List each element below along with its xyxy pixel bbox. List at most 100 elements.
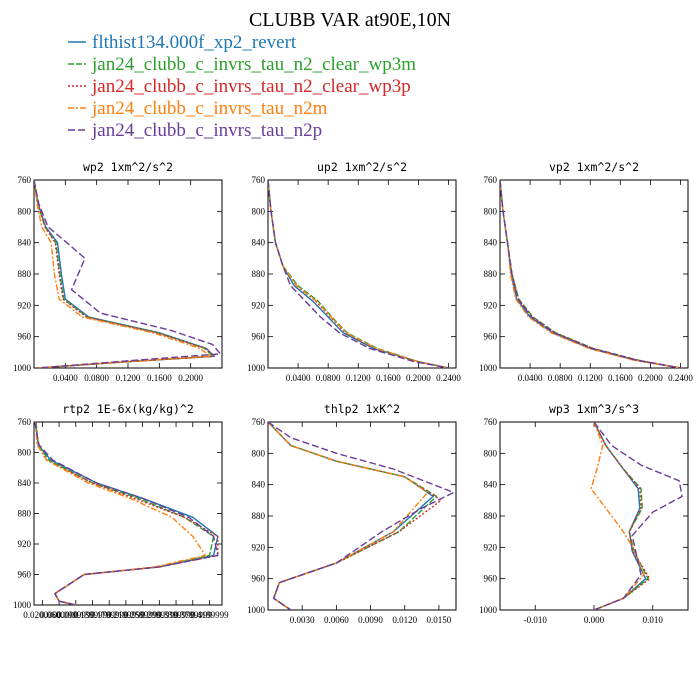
- x-tick-label: 0.0200000: [23, 610, 62, 620]
- panel-title: vp2 1xm^2/s^2: [549, 160, 639, 174]
- series-line: [500, 180, 681, 368]
- x-tick-label: 0.1600: [376, 373, 401, 383]
- series-line: [268, 422, 429, 610]
- y-tick-label: 760: [252, 175, 266, 185]
- y-tick-label: 840: [18, 238, 32, 248]
- x-tick-label: 0.000: [584, 615, 605, 625]
- series-line: [500, 180, 681, 368]
- legend-label: jan24_clubb_c_invrs_tau_n2p: [91, 120, 322, 141]
- chart-panel: rtp2 1E-6x(kg/kg)^2 760 800 840 880 920 960 100…: [13, 402, 229, 620]
- y-tick-label: 800: [252, 206, 266, 216]
- legend-label: jan24_clubb_c_invrs_tau_n2_clear_wp3m: [91, 54, 416, 75]
- x-tick-label: 0.2400: [668, 373, 693, 383]
- legend-entry: jan24_clubb_c_invrs_tau_n2m: [68, 98, 328, 119]
- y-tick-label: 760: [252, 417, 266, 427]
- y-tick-label: 840: [252, 238, 266, 248]
- series-group: [34, 422, 219, 605]
- legend-label: flthist134.000f_xp2_revert: [92, 32, 297, 53]
- x-tick-label: 0.0800: [316, 373, 341, 383]
- series-line: [34, 422, 219, 605]
- x-tick-label: 0.0090: [358, 615, 383, 625]
- series-group: [34, 180, 222, 368]
- series-group: [268, 422, 455, 610]
- legend-entry: jan24_clubb_c_invrs_tau_n2_clear_wp3m: [68, 54, 416, 75]
- y-tick-label: 960: [18, 570, 32, 580]
- series-group: [268, 180, 449, 368]
- x-tick-label: 0.1200: [116, 373, 141, 383]
- series-line: [35, 422, 219, 605]
- y-tick-label: 960: [484, 574, 498, 584]
- y-tick-label: 960: [484, 332, 498, 342]
- chart-panel: up2 1xm^2/s^2 760 800 840 880 920 960 1000 0.040…: [247, 160, 461, 383]
- series-line: [34, 422, 219, 605]
- panel-title: wp2 1xm^2/s^2: [83, 160, 173, 174]
- chart-panel: wp3 1xm^3/s^3 760 800 840 880 920 960 1000 -0.01…: [479, 402, 689, 625]
- y-tick-label: 920: [484, 542, 498, 552]
- legend-entry: jan24_clubb_c_invrs_tau_n2p: [68, 120, 322, 141]
- y-tick-label: 1000: [13, 600, 32, 610]
- y-tick-label: 960: [252, 332, 266, 342]
- y-tick-label: 760: [484, 417, 498, 427]
- x-tick-label: 0.0060: [324, 615, 349, 625]
- plot-frame: [499, 179, 689, 369]
- y-tick-label: 840: [18, 478, 32, 488]
- series-line: [268, 180, 449, 368]
- x-tick-label: 0.0999999: [57, 610, 96, 620]
- series-line: [34, 180, 212, 368]
- x-tick-label: 0.0600000: [40, 610, 79, 620]
- legend: flthist134.000f_xp2_revertjan24_clubb_c_…: [68, 32, 416, 141]
- y-tick-label: 760: [18, 417, 32, 427]
- y-tick-label: 880: [484, 511, 498, 521]
- x-tick-label: 0.1200: [346, 373, 371, 383]
- x-tick-label: 0.1799999: [90, 610, 129, 620]
- y-tick-label: 920: [252, 300, 266, 310]
- series-line: [35, 422, 215, 605]
- series-line: [593, 422, 683, 610]
- legend-label: jan24_clubb_c_invrs_tau_n2_clear_wp3p: [91, 76, 411, 97]
- series-line: [268, 180, 449, 368]
- series-group: [500, 180, 681, 368]
- x-tick-label: 0.2000: [178, 373, 203, 383]
- chart-panel: thlp2 1xK^2 760 800 840 880 920 960 1000 0.0030 0…: [247, 402, 457, 625]
- series-line: [34, 180, 215, 368]
- x-tick-label: 0.1200: [578, 373, 603, 383]
- x-tick-label: 0.2999999: [140, 610, 179, 620]
- y-tick-label: 880: [252, 511, 266, 521]
- x-tick-label: 0.0800: [84, 373, 109, 383]
- series-line: [34, 180, 222, 368]
- plot-frame: [499, 421, 689, 611]
- y-tick-label: 800: [484, 448, 498, 458]
- chart-panel: vp2 1xm^2/s^2 760 800 840 880 920 960 1000 0.040…: [479, 160, 693, 383]
- y-tick-label: 840: [484, 480, 498, 490]
- x-tick-label: 0.2400: [436, 373, 461, 383]
- x-tick-label: 0.0400: [53, 373, 78, 383]
- panel-title: wp3 1xm^3/s^3: [549, 402, 639, 416]
- y-tick-label: 920: [484, 300, 498, 310]
- panel-title: rtp2 1E-6x(kg/kg)^2: [62, 402, 194, 416]
- panel-title: thlp2 1xK^2: [324, 402, 400, 416]
- plot-frame: [33, 179, 223, 369]
- y-tick-label: 840: [252, 480, 266, 490]
- y-tick-label: 960: [18, 332, 32, 342]
- chart-panel: wp2 1xm^2/s^2 760 800 840 880 920 960 1000 0.040…: [13, 160, 223, 383]
- y-tick-label: 880: [18, 509, 32, 519]
- x-tick-label: 0.1600: [608, 373, 633, 383]
- x-tick-label: 0.0030: [290, 615, 315, 625]
- y-tick-label: 1000: [247, 605, 266, 615]
- series-line: [500, 180, 681, 368]
- plot-frame: [267, 179, 457, 369]
- x-tick-label: 0.0150: [427, 615, 452, 625]
- series-line: [268, 422, 455, 610]
- y-tick-label: 920: [252, 542, 266, 552]
- x-tick-label: 0.0120: [392, 615, 417, 625]
- panel-grid: wp2 1xm^2/s^2 760 800 840 880 920 960 1000 0.040…: [13, 160, 693, 625]
- y-tick-label: 800: [18, 448, 32, 458]
- legend-label: jan24_clubb_c_invrs_tau_n2m: [91, 98, 328, 119]
- x-tick-label: 0.4199999: [190, 610, 229, 620]
- x-tick-label: 0.3799999: [174, 610, 213, 620]
- y-tick-label: 960: [252, 574, 266, 584]
- x-tick-label: 0.1600: [147, 373, 172, 383]
- y-tick-label: 1000: [479, 363, 498, 373]
- series-line: [593, 422, 651, 610]
